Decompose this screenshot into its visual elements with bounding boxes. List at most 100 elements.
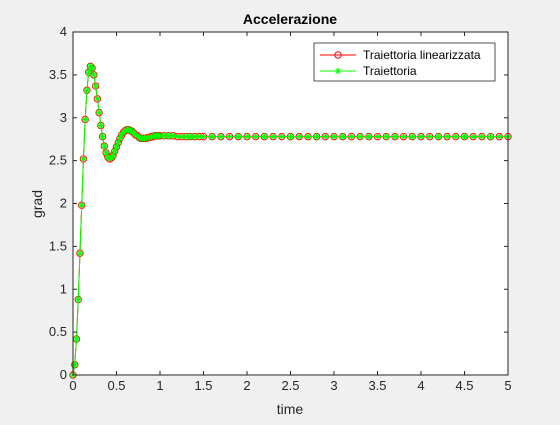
data-point (356, 133, 364, 140)
data-point (313, 133, 320, 140)
data-point (132, 131, 139, 139)
data-point (174, 133, 181, 140)
x-tick-label: 4 (417, 378, 424, 393)
data-point (118, 131, 125, 139)
data-point (73, 335, 80, 343)
data-point (209, 133, 216, 140)
y-tick-label: 3 (60, 110, 67, 125)
series-layer (69, 62, 512, 379)
y-tick-label: 4 (60, 24, 67, 39)
data-point (435, 133, 442, 140)
data-point (116, 135, 124, 142)
y-tick-label: 2 (60, 196, 67, 211)
data-point (101, 142, 108, 150)
series-traiettoria (69, 63, 512, 379)
data-point (92, 82, 99, 90)
data-point (75, 296, 82, 303)
data-point (443, 133, 451, 140)
data-point (400, 133, 407, 140)
legend-box (313, 42, 496, 82)
chart-title: Accelerazione (243, 11, 337, 27)
data-point (113, 143, 120, 151)
y-tick-label: 0.5 (49, 324, 67, 339)
data-point (76, 250, 84, 257)
legend-label: Traiettoria (363, 64, 417, 78)
y-tick-label: 1 (60, 281, 67, 296)
legend-label: Traiettoria linearizzata (363, 48, 481, 62)
x-axis: 0 0.5 1 1.5 2 2.5 3 3.5 4 4.5 5 (69, 32, 512, 393)
x-tick-label: 0.5 (107, 378, 125, 393)
data-point (106, 155, 113, 163)
data-point (109, 152, 117, 159)
data-point (261, 133, 268, 140)
data-point (108, 154, 115, 162)
x-tick-label: 1 (156, 378, 163, 393)
data-point (115, 139, 122, 146)
data-point (178, 133, 185, 140)
x-tick-label: 0 (69, 378, 76, 393)
data-point (78, 202, 85, 209)
data-point (156, 132, 164, 139)
data-point (470, 133, 477, 140)
y-axis: 0 0.5 1 1.5 2 2.5 3 3.5 4 (49, 24, 508, 382)
x-tick-label: 2 (243, 378, 250, 393)
data-point (243, 133, 251, 140)
x-tick-label: 2.5 (281, 378, 299, 393)
x-tick-label: 5 (504, 378, 511, 393)
data-point (304, 133, 312, 140)
data-point (88, 64, 96, 72)
data-point (99, 133, 106, 140)
data-point (226, 133, 233, 140)
data-point (95, 109, 103, 116)
legend: Traiettoria linearizzata Traiettoria (313, 42, 496, 82)
data-point (169, 132, 177, 139)
data-point (80, 155, 87, 163)
data-point (125, 126, 132, 133)
data-point (461, 133, 468, 140)
legend-marker (334, 51, 342, 59)
x-tick-label: 4.5 (455, 378, 473, 393)
data-point (146, 134, 153, 141)
data-point (195, 133, 203, 140)
x-tick-label: 3 (330, 378, 337, 393)
y-tick-label: 1.5 (49, 238, 67, 253)
data-point (97, 122, 105, 129)
data-point (339, 133, 346, 140)
data-point (348, 133, 355, 140)
data-point (200, 133, 207, 140)
data-point (278, 133, 285, 140)
y-tick-label: 3.5 (49, 67, 67, 82)
data-point (383, 133, 390, 140)
y-axis-label: grad (29, 190, 45, 218)
data-point (191, 133, 198, 140)
data-point (149, 133, 157, 140)
legend-marker (334, 67, 342, 75)
data-point (142, 135, 150, 142)
data-point (478, 133, 486, 140)
data-point (252, 133, 259, 140)
data-point (322, 133, 329, 140)
data-point (81, 116, 89, 123)
data-point (330, 133, 338, 140)
data-point (111, 147, 118, 155)
data-point (391, 133, 399, 140)
data-point (127, 127, 134, 134)
data-point (496, 133, 503, 140)
data-point (287, 133, 294, 140)
data-point (235, 133, 242, 140)
data-point (71, 361, 78, 368)
x-tick-label: 1.5 (194, 378, 212, 393)
plot-area (73, 32, 508, 375)
data-point (426, 133, 433, 140)
data-point (365, 133, 372, 140)
x-tick-label: 3.5 (368, 378, 386, 393)
data-point (90, 71, 98, 79)
data-point (417, 133, 425, 140)
x-axis-label: time (277, 401, 304, 417)
data-point (122, 127, 129, 134)
data-point (85, 69, 92, 76)
data-point (187, 133, 194, 140)
data-point (165, 132, 172, 139)
